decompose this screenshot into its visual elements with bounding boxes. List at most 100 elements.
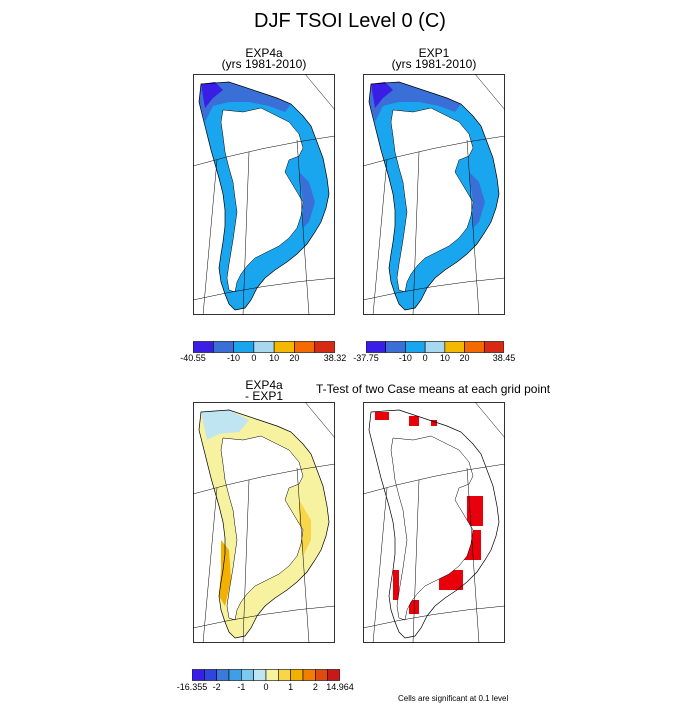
colorbar-box xyxy=(315,669,328,681)
graticule-latitude xyxy=(363,463,505,495)
graticule-latitude xyxy=(363,277,505,301)
map-ttest xyxy=(363,402,505,643)
colorbar-box xyxy=(290,669,304,681)
colorbar-tick-label: 38.32 xyxy=(323,353,347,363)
graticule-longitude xyxy=(412,151,420,315)
panel-title-ttest: T-Test of two Case means at each grid po… xyxy=(316,382,551,396)
graticule-longitude xyxy=(242,151,250,315)
cold-region xyxy=(369,82,461,122)
coldest-region xyxy=(201,82,223,108)
graticule-latitude xyxy=(193,463,335,495)
colorbar-tick-label: 38.45 xyxy=(492,353,516,363)
negative-diff-region xyxy=(201,410,249,440)
panel-title-diff-line1: EXP4a xyxy=(245,378,283,392)
ice-sheet-interior xyxy=(221,436,303,620)
colorbar-tick-label: 0 xyxy=(251,353,257,363)
ice-sheet-interior xyxy=(221,108,303,292)
graticule-longitude xyxy=(474,402,505,439)
graticule-latitude xyxy=(363,605,505,629)
ice-margin xyxy=(390,107,474,293)
significant-cells xyxy=(467,496,483,526)
colorbar-box xyxy=(228,669,242,681)
map-exp1 xyxy=(363,74,505,315)
colorbar-exp4a-boxes xyxy=(192,341,336,353)
colorbar-tick-label: -10 xyxy=(227,353,241,363)
graticule-latitude xyxy=(193,135,335,167)
graticule-longitude xyxy=(202,159,218,315)
colorbar-tick-label: 0 xyxy=(422,353,428,363)
colorbar-box xyxy=(204,669,217,681)
colorbar-tick-label: 10 xyxy=(269,353,280,363)
colorbar-box xyxy=(216,669,230,681)
ice-margin xyxy=(220,107,304,293)
panel-title-diff: EXP4a - EXP1 xyxy=(184,378,344,403)
significant-cells xyxy=(393,570,399,600)
panel-title-exp4a: EXP4a (yrs 1981-2010) xyxy=(184,46,344,71)
coldest-region xyxy=(371,82,393,108)
colorbar-box xyxy=(253,669,267,681)
ice-margin xyxy=(220,435,304,621)
graticule-longitude xyxy=(304,74,335,111)
colorbar-exp1-boxes xyxy=(365,341,505,353)
colorbar-box xyxy=(241,669,254,681)
colorbar-box xyxy=(385,341,406,353)
colorbar-box xyxy=(273,341,295,353)
graticule-longitude xyxy=(202,487,218,643)
colorbar-exp4a-labels: -40.55 -10 0 10 20 38.32 xyxy=(180,353,346,365)
ice-sheet-interior xyxy=(391,436,473,620)
map-diff xyxy=(193,402,335,643)
coastline xyxy=(368,409,500,639)
panel-title-diff-line2: - EXP1 xyxy=(244,389,283,403)
colorbar-box xyxy=(253,341,275,353)
panel-title-exp1-line1: EXP1 xyxy=(418,46,450,60)
ice-sheet-interior xyxy=(391,108,473,292)
cold-region xyxy=(299,172,315,228)
cold-region xyxy=(199,82,291,122)
colorbar-exp4a xyxy=(192,340,336,353)
graticule-latitude xyxy=(193,277,335,301)
colorbar-tick-label: 2 xyxy=(312,682,318,692)
graticule-longitude xyxy=(466,467,480,643)
positive-diff-region xyxy=(219,540,231,606)
graticule-longitude xyxy=(296,467,310,643)
graticule-longitude xyxy=(242,479,250,643)
colorbar-tick-label: -10 xyxy=(398,353,412,363)
panel-title-exp4a-line2: (yrs 1981-2010) xyxy=(221,57,307,71)
colorbar-exp1 xyxy=(365,340,505,353)
colorbar-box xyxy=(327,669,341,681)
colorbar-box xyxy=(233,341,255,353)
colorbar-tick-label: -16.355 xyxy=(176,682,208,692)
coastline xyxy=(198,409,330,639)
colorbar-tick-label: 20 xyxy=(289,353,300,363)
colorbar-tick-label: -2 xyxy=(212,682,221,692)
map-exp4a xyxy=(193,74,335,315)
colorbar-box xyxy=(483,341,505,353)
panel-title-exp4a-line1: EXP4a xyxy=(245,46,283,60)
graticule-longitude xyxy=(372,159,388,315)
colorbar-tick-label: 0 xyxy=(263,682,269,692)
significant-cells xyxy=(409,416,419,426)
colorbar-box xyxy=(424,341,446,353)
significant-cells xyxy=(409,600,419,614)
cold-region xyxy=(469,172,485,228)
colorbar-exp1-labels: -37.75 -10 0 10 20 38.45 xyxy=(353,353,515,365)
significance-footnote: Cells are significant at 0.1 level xyxy=(398,694,509,703)
colorbar-box xyxy=(192,341,214,353)
colorbar-box xyxy=(278,669,291,681)
colorbar-tick-label: 10 xyxy=(439,353,450,363)
graticule-latitude xyxy=(193,605,335,629)
colorbar-box xyxy=(444,341,465,353)
coastline xyxy=(368,81,500,311)
colorbar-box xyxy=(212,341,234,353)
significant-cells xyxy=(375,412,389,420)
panel-title-exp1: EXP1 (yrs 1981-2010) xyxy=(354,46,514,70)
coastline xyxy=(198,81,330,311)
colorbar-tick-label: 1 xyxy=(288,682,294,692)
colorbar-box xyxy=(294,341,316,353)
colorbar-box xyxy=(365,341,387,353)
graticule-longitude xyxy=(412,479,420,643)
figure-title: DJF TSOI Level 0 (C) xyxy=(254,10,446,32)
colorbar-tick-label: -40.55 xyxy=(180,353,206,363)
graticule-longitude xyxy=(466,139,480,315)
colorbar-diff-labels: -16.355 -2 -1 0 1 2 14.964 xyxy=(177,682,354,694)
